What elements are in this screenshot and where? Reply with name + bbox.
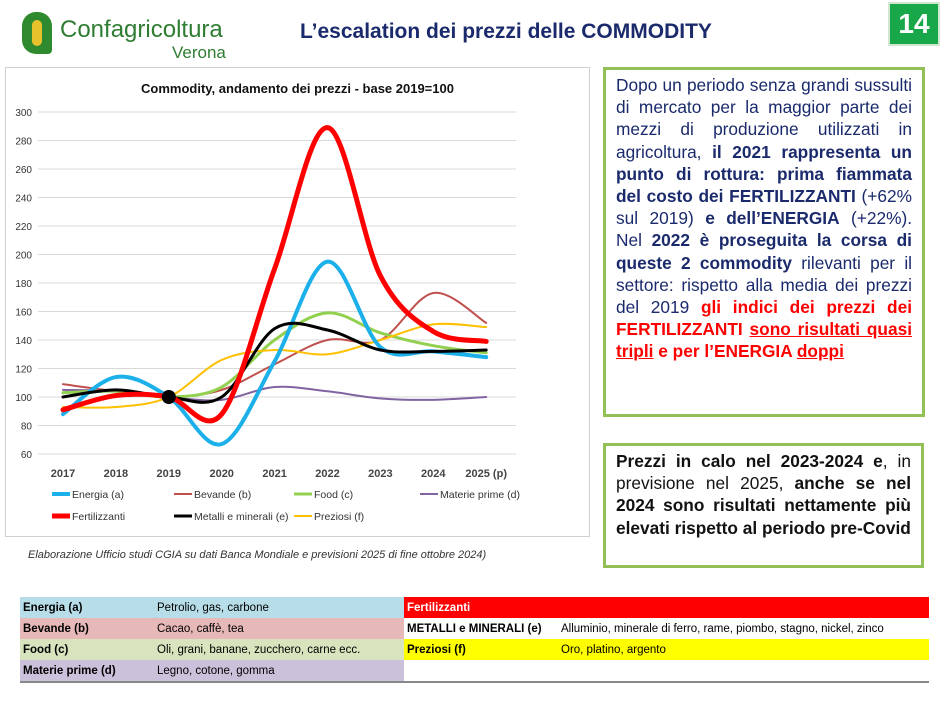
series-line-metalli-e-minerali-e- <box>61 321 488 404</box>
series-line-fertilizzanti <box>60 125 489 424</box>
y-tick-label: 100 <box>15 393 32 404</box>
y-tick-label: 280 <box>15 137 32 148</box>
l-desc-cell: Oli, grani, banane, zucchero, carne ecc. <box>154 639 404 660</box>
l-label-cell: Food (c) <box>20 639 154 660</box>
x-tick-label: 2019 <box>157 468 181 480</box>
y-tick-label: 80 <box>21 422 33 433</box>
l-label-cell: Materie prime (d) <box>20 660 154 682</box>
text: Dopo un periodo senza grandi sussulti di… <box>616 75 912 162</box>
x-tick-label: 2023 <box>368 468 392 480</box>
x-tick-label: 2018 <box>104 468 128 480</box>
source-note: Elaborazione Ufficio studi CGIA su dati … <box>28 549 487 561</box>
y-tick-label: 240 <box>15 194 32 205</box>
text-bold: anche se nel 2024 sono risultati nettame… <box>616 473 911 538</box>
y-tick-label: 180 <box>15 279 32 290</box>
l-desc-cell: Petrolio, gas, carbone <box>154 597 404 618</box>
l-label-cell: Energia (a) <box>20 597 154 618</box>
base-2019-marker <box>161 390 176 404</box>
logo-wheat-icon <box>22 12 52 54</box>
legend-label: Metalli e minerali (e) <box>194 511 289 523</box>
r-label-cell: METALLI e MINERALI (e) <box>404 618 558 639</box>
table-row: Food (c) Oli, grani, banane, zucchero, ca… <box>20 639 929 660</box>
text-red-underline: doppi <box>796 341 844 362</box>
legend-label: Energia (a) <box>72 489 124 501</box>
logo-city: Verona <box>172 43 226 62</box>
l-desc-cell: Cacao, caffè, tea <box>154 618 404 639</box>
y-tick-label: 60 <box>21 450 33 461</box>
x-tick-label: 2024 <box>421 468 446 480</box>
r-desc-cell: Alluminio, minerale di ferro, rame, piom… <box>558 618 929 639</box>
y-tick-label: 220 <box>15 222 32 233</box>
y-tick-label: 260 <box>15 165 32 176</box>
text-bold: Prezzi in calo nel 2023-2024 e <box>616 451 883 471</box>
text-bold: 2022 è proseguita la corsa di queste 2 c… <box>616 230 912 273</box>
r-desc-cell: Oro, platino, argento <box>558 639 929 660</box>
table-row: Energia (a) Petrolio, gas, carbone Fertili… <box>20 597 929 618</box>
r-label-cell: Fertilizzanti <box>404 597 929 618</box>
y-tick-label: 200 <box>15 251 32 262</box>
legend-label: Bevande (b) <box>194 489 251 501</box>
text-bold: e dell’ENERGIA <box>705 208 840 229</box>
table-row: Bevande (b) Cacao, caffè, tea METALLI e MI… <box>20 618 929 639</box>
x-tick-label: 2017 <box>51 468 75 480</box>
chart: Commodity, andamento dei prezzi - base 2… <box>5 67 590 537</box>
summary-box: Prezzi in calo nel 2023-2024 e, in previ… <box>603 443 924 568</box>
commodity-legend-table: Energia (a) Petrolio, gas, carbone Fertili… <box>20 597 929 683</box>
chart-title: Commodity, andamento dei prezzi - base 2… <box>141 81 454 96</box>
l-desc-cell: Legno, cotone, gomma <box>154 660 404 682</box>
x-tick-label: 2022 <box>315 468 339 480</box>
x-tick-label: 2025 (p) <box>465 468 507 480</box>
text-red: e per l’ENERGIA <box>653 341 797 362</box>
page-number: 14 <box>888 2 940 46</box>
logo-name: Confagricoltura <box>60 16 223 43</box>
y-tick-label: 120 <box>15 365 32 376</box>
logo: Confagricoltura Verona <box>22 10 242 62</box>
series-line-energia-a- <box>61 259 489 447</box>
text-red: gli indici dei prezzi dei FERTILIZZANTI <box>616 297 912 340</box>
legend-label: Preziosi (f) <box>314 511 364 523</box>
l-label-cell: Bevande (b) <box>20 618 154 639</box>
text: (+22%). Nel <box>616 208 912 251</box>
series-line-preziosi-f- <box>62 322 488 409</box>
legend-label: Materie prime (d) <box>440 489 520 501</box>
page-title: L’escalation dei prezzi delle COMMODITY <box>300 20 712 43</box>
text-bold: il 2021 rappresenta un punto di rottura:… <box>616 141 912 207</box>
r-label-cell: Preziosi (f) <box>404 639 558 660</box>
x-tick-label: 2021 <box>262 468 286 480</box>
text: (+62% sul 2019) <box>616 186 912 229</box>
r-label-cell <box>404 660 558 682</box>
legend-label: Food (c) <box>314 489 353 501</box>
commentary-box: Dopo un periodo senza grandi sussulti di… <box>603 67 925 417</box>
table-row: Materie prime (d) Legno, cotone, gomma <box>20 660 929 682</box>
text: , in previsione nel 2025, <box>616 451 911 494</box>
legend-label: Fertilizzanti <box>72 511 125 523</box>
text: rilevanti per il settore: rispetto alla … <box>616 252 913 318</box>
r-desc-cell <box>558 660 929 682</box>
y-tick-label: 300 <box>15 108 32 119</box>
chart-plot: 60 80 100 120 140 160 180 200 220 240 260 280 300 201… <box>15 108 520 523</box>
y-tick-label: 140 <box>15 336 32 347</box>
y-tick-label: 160 <box>15 308 32 319</box>
text-red-underline: sono risultati quasi tripli <box>616 319 912 362</box>
x-tick-label: 2020 <box>209 468 233 480</box>
